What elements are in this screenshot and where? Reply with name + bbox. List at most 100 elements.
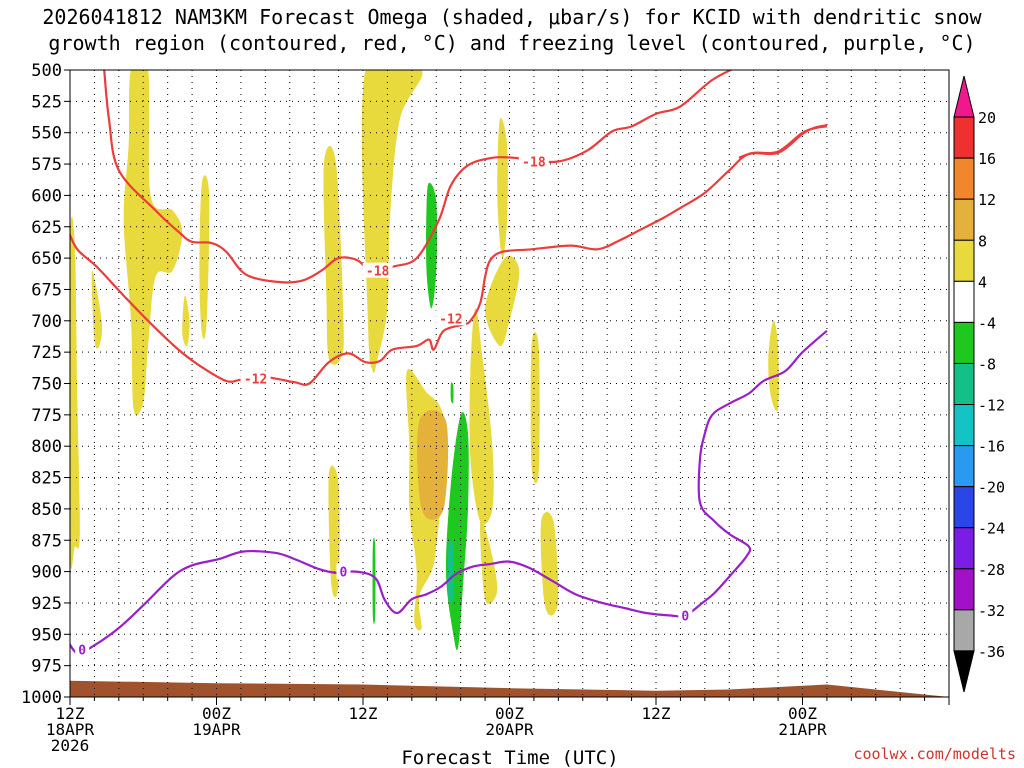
y-tick-label-500: 500 xyxy=(31,61,62,81)
omega-region-10 xyxy=(417,410,449,520)
y-tick-label-950: 950 xyxy=(31,625,62,645)
colorbar-label-9: -20 xyxy=(978,479,1005,497)
colorbar-swatch-8 xyxy=(953,404,975,447)
colorbar-swatch-0 xyxy=(953,75,975,118)
contour-dgz-bottom xyxy=(70,124,828,386)
contour-label-bg-4 xyxy=(75,641,90,657)
contour-label-6: 0 xyxy=(681,609,689,624)
colorbar-label-5: -4 xyxy=(978,314,996,332)
omega-region-20 xyxy=(372,537,376,625)
y-tick-label-1000: 1000 xyxy=(21,688,62,708)
y-tick-label-600: 600 xyxy=(31,186,62,206)
x-tick-label-18-0: 00Z xyxy=(495,704,524,723)
contour-label-2: -12 xyxy=(244,372,267,387)
y-tick-label-725: 725 xyxy=(31,343,62,363)
contour-label-3: -12 xyxy=(439,312,462,327)
contour-label-bg-6 xyxy=(678,607,693,623)
colorbar-swatch-14 xyxy=(953,650,975,693)
colorbar-swatch-7 xyxy=(953,362,975,406)
colorbar-swatch-6 xyxy=(953,321,975,364)
chart-title-line-1: 2026041812 NAM3KM Forecast Omega (shaded… xyxy=(42,5,982,29)
y-tick-label-550: 550 xyxy=(31,124,62,144)
omega-region-18 xyxy=(426,182,438,309)
y-tick-label-975: 975 xyxy=(31,657,62,677)
contour-label-bg-0 xyxy=(362,262,393,278)
colorbar-swatch-4 xyxy=(953,239,975,282)
colorbar-label-3: 8 xyxy=(978,232,987,250)
omega-region-13 xyxy=(480,519,498,605)
colorbar-label-7: -12 xyxy=(978,397,1005,415)
omega-region-4 xyxy=(182,295,190,347)
colorbar-label-4: 4 xyxy=(978,273,987,291)
omega-region-19 xyxy=(445,412,469,651)
colorbar-label-10: -24 xyxy=(978,520,1005,538)
omega-region-12 xyxy=(485,255,520,347)
x-tick-label-6-1: 19APR xyxy=(192,720,241,739)
omega-region-0 xyxy=(123,70,183,416)
omega-region-17 xyxy=(768,320,779,412)
colorbar-label-13: -36 xyxy=(978,643,1005,661)
contour-label-bg-2 xyxy=(240,370,271,386)
y-tick-label-525: 525 xyxy=(31,92,62,112)
colorbar-label-1: 16 xyxy=(978,150,996,168)
y-tick-label-875: 875 xyxy=(31,531,62,551)
colorbar-label-0: 20 xyxy=(978,109,996,127)
omega-region-22 xyxy=(447,540,454,603)
colorbar-swatch-10 xyxy=(953,486,975,529)
omega-region-16 xyxy=(540,512,559,616)
plot-frame xyxy=(69,69,950,698)
colorbar-swatch-1 xyxy=(953,116,975,159)
x-tick-label-30-1: 21APR xyxy=(778,720,827,739)
y-tick-label-750: 750 xyxy=(31,375,62,395)
omega-region-7 xyxy=(361,70,423,374)
x-axis-label: Forecast Time (UTC) xyxy=(401,747,618,768)
y-tick-label-675: 675 xyxy=(31,280,62,300)
x-tick-label-6-0: 00Z xyxy=(202,704,231,723)
y-tick-label-900: 900 xyxy=(31,563,62,583)
contour-label-bg-1 xyxy=(518,153,549,169)
x-tick-label-24-0: 12Z xyxy=(642,704,671,723)
contour-label-1: -18 xyxy=(522,156,546,171)
contour-label-bg-5 xyxy=(336,563,351,579)
y-tick-label-625: 625 xyxy=(31,218,62,238)
omega-region-2 xyxy=(91,270,103,349)
x-tick-label-30-0: 00Z xyxy=(788,704,817,723)
colorbar-label-2: 12 xyxy=(978,191,996,209)
colorbar-legend: 20 16 12 8 4 -4 -8 -12 -16 -20 -24 -28 -32 -36 xyxy=(953,75,1005,693)
x-tick-label-18-1: 20APR xyxy=(485,720,534,739)
omega-shading xyxy=(70,70,779,651)
credit-link[interactable]: coolwx.com/modelts xyxy=(853,745,1016,763)
colorbar-swatch-9 xyxy=(953,445,975,488)
chart-title-line-2: growth region (contoured, red, °C) and f… xyxy=(48,31,976,55)
omega-region-14 xyxy=(497,117,508,259)
x-tick-label-12-0: 12Z xyxy=(349,704,378,723)
omega-region-15 xyxy=(530,331,540,484)
colorbar-swatch-5 xyxy=(953,280,975,323)
colorbar-label-12: -32 xyxy=(978,602,1005,620)
colorbar-label-6: -8 xyxy=(978,355,996,373)
contour-label-4: 0 xyxy=(78,643,86,658)
y-tick-label-700: 700 xyxy=(31,312,62,332)
x-tick-label-0-1: 18APR xyxy=(46,720,95,739)
contour-freezing-level xyxy=(70,329,828,655)
y-tick-label-575: 575 xyxy=(31,155,62,175)
colorbar-label-8: -16 xyxy=(978,438,1005,456)
omega-region-3 xyxy=(199,175,210,340)
y-axis: 500 525 550 575 600 625 650 675 700 725 750 775 800 8… xyxy=(21,61,70,708)
x-tick-label-0-2: 2026 xyxy=(51,736,90,755)
y-tick-label-775: 775 xyxy=(31,406,62,426)
omega-region-21 xyxy=(450,382,454,404)
colorbar-swatch-3 xyxy=(953,198,975,241)
contour-label-5: 0 xyxy=(340,566,348,581)
omega-region-1 xyxy=(70,216,80,570)
omega-region-11 xyxy=(469,308,494,525)
colorbar-swatch-2 xyxy=(953,157,975,200)
x-tick-label-0-0: 12Z xyxy=(56,704,85,723)
chart-title: 2026041812 NAM3KM Forecast Omega (shaded… xyxy=(0,4,1024,56)
colorbar-swatch-12 xyxy=(953,568,975,611)
y-tick-label-825: 825 xyxy=(31,469,62,489)
omega-region-5 xyxy=(323,145,344,365)
contour-labels: -18 -18 -12 -12 0 0 0 xyxy=(75,153,693,658)
